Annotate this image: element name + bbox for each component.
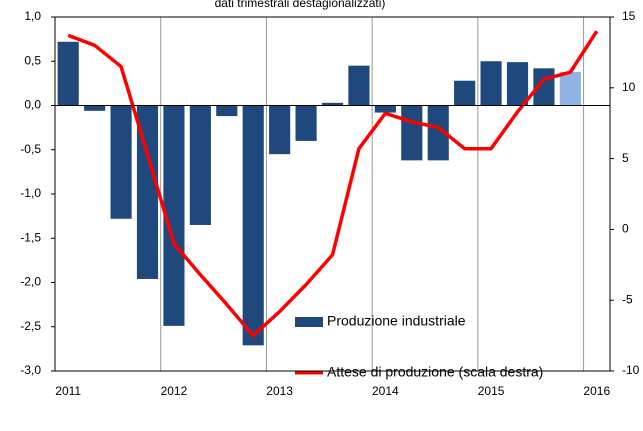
y2-tick-label: -5 <box>622 292 633 306</box>
bar <box>216 105 238 117</box>
y2-tick-label: 15 <box>622 9 636 23</box>
y2-tick-label: 0 <box>622 222 629 236</box>
y-tick-label: -1,0 <box>20 186 41 200</box>
bar <box>84 105 106 111</box>
x-tick-label: 2014 <box>372 384 399 398</box>
bar <box>189 105 211 225</box>
x-tick-label: 2011 <box>55 384 81 398</box>
legend-swatch <box>295 317 323 327</box>
y-tick-label: 0,5 <box>24 53 41 67</box>
bar <box>348 65 370 106</box>
bar <box>295 105 317 141</box>
bar <box>57 41 79 106</box>
bar <box>136 105 159 279</box>
y-tick-label: -2,5 <box>20 319 41 333</box>
x-tick-label: 2013 <box>266 384 293 398</box>
bar <box>242 105 264 346</box>
y2-tick-label: 10 <box>622 80 636 94</box>
y2-tick-label: -10 <box>622 363 640 377</box>
y-tick-label: -1,5 <box>20 230 41 244</box>
x-tick-label: 2015 <box>478 384 505 398</box>
bar <box>110 105 132 219</box>
bar <box>427 105 449 161</box>
y-tick-label: -0,5 <box>20 142 41 156</box>
y2-tick-label: 5 <box>622 151 629 165</box>
bar <box>454 80 476 106</box>
y-tick-label: 1,0 <box>24 9 41 23</box>
bar <box>321 102 344 106</box>
legend-label: Produzione industriale <box>327 313 466 329</box>
line <box>67 30 599 338</box>
bar <box>269 105 291 155</box>
chart-title: dati trimestrali destagionalizzati) <box>215 0 386 10</box>
bar <box>559 71 581 106</box>
y-tick-label: -3,0 <box>20 363 41 377</box>
x-tick-label: 2012 <box>161 384 188 398</box>
plot-frame <box>54 16 611 372</box>
bar <box>480 61 502 106</box>
bar <box>506 62 529 106</box>
y-tick-label: -2,0 <box>20 275 41 289</box>
legend-label: Attese di produzione (scala destra) <box>327 364 543 380</box>
bar <box>163 105 185 326</box>
bar <box>401 105 423 161</box>
bar <box>374 105 396 113</box>
x-tick-label: 2016 <box>583 384 610 398</box>
y-tick-label: 0,0 <box>24 98 41 112</box>
